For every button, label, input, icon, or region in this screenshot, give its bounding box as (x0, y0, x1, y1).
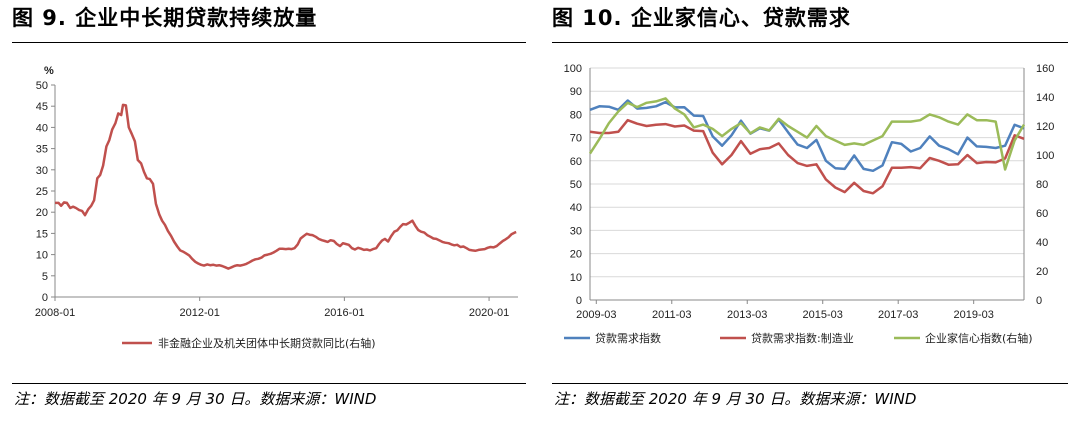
x-tick-label: 2012-01 (180, 307, 220, 319)
y2-tick-label: 60 (1036, 208, 1048, 220)
x-tick-label: 2008-01 (35, 307, 75, 319)
y-tick-label: 5 (42, 271, 48, 283)
series-line-entrepreneur-confidence (588, 97, 1026, 171)
y-tick-label: 90 (570, 86, 582, 98)
series-line-long-term-loans (55, 103, 517, 270)
right-line-chart: 0 10 20 30 40 50 60 70 80 90 100 0 20 40 60 80 100 120 140… (564, 63, 1055, 345)
legend-label: 非金融企业及机关团体中长期贷款同比(右轴) (158, 336, 376, 350)
left-line-chart: % 0 5 10 15 20 25 30 35 40 45 50 2008-01 2012-01 2016-… (35, 65, 518, 350)
y-tick-label: 30 (570, 225, 582, 237)
legend-label: 贷款需求指数:制造业 (751, 331, 854, 345)
y-tick-label: 20 (36, 207, 48, 219)
legend-label: 企业家信心指数(右轴) (925, 331, 1033, 345)
y2-tick-label: 20 (1036, 266, 1048, 278)
right-title-divider (552, 42, 1068, 43)
y-tick-label: 80 (570, 109, 582, 121)
x-tick-label: 2009-03 (576, 309, 616, 321)
series-line-manufacturing-demand (589, 118, 1025, 195)
y-axis-unit-label: % (44, 65, 54, 77)
y-tick-label: 15 (36, 228, 48, 240)
y-tick-label: 100 (564, 63, 582, 75)
y2-tick-label: 0 (1036, 295, 1042, 307)
x-tick-label: 2016-01 (324, 307, 364, 319)
y2-tick-label: 160 (1036, 63, 1054, 75)
y2-tick-label: 140 (1036, 92, 1054, 104)
y2-tick-label: 40 (1036, 237, 1048, 249)
y2-tick-label: 100 (1036, 150, 1054, 162)
y2-tick-label: 80 (1036, 179, 1048, 191)
y-tick-label: 10 (36, 250, 48, 262)
x-tick-label: 2020-01 (469, 307, 509, 319)
x-tick-label: 2019-03 (953, 309, 993, 321)
y-tick-label: 70 (570, 133, 582, 145)
right-chart-title: 图 10. 企业家信心、贷款需求 (552, 6, 851, 30)
y-tick-label: 0 (42, 292, 48, 304)
y-tick-label: 10 (570, 272, 582, 284)
left-note-divider (12, 383, 526, 384)
y-tick-label: 60 (570, 156, 582, 168)
y-tick-label: 50 (570, 179, 582, 191)
y2-tick-label: 120 (1036, 121, 1054, 133)
y-tick-label: 35 (36, 144, 48, 156)
legend-label: 贷款需求指数 (595, 331, 661, 345)
x-tick-label: 2017-03 (878, 309, 918, 321)
y-tick-label: 40 (36, 122, 48, 134)
y-tick-label: 50 (36, 80, 48, 92)
y-tick-label: 30 (36, 165, 48, 177)
right-note-divider (552, 383, 1068, 384)
y-tick-label: 20 (570, 249, 582, 261)
x-tick-label: 2015-03 (803, 309, 843, 321)
left-chart-title: 图 9. 企业中长期贷款持续放量 (12, 6, 318, 30)
series-line-loan-demand (589, 99, 1025, 173)
y-tick-label: 0 (576, 295, 582, 307)
left-source-note: 注：数据截至 2020 年 9 月 30 日。数据来源：WIND (14, 390, 377, 408)
x-tick-label: 2013-03 (727, 309, 767, 321)
y-tick-label: 40 (570, 202, 582, 214)
y-tick-label: 25 (36, 186, 48, 198)
y-tick-label: 45 (36, 101, 48, 113)
left-title-divider (12, 42, 526, 43)
x-tick-label: 2011-03 (652, 309, 692, 321)
right-source-note: 注：数据截至 2020 年 9 月 30 日。数据来源：WIND (554, 390, 917, 408)
